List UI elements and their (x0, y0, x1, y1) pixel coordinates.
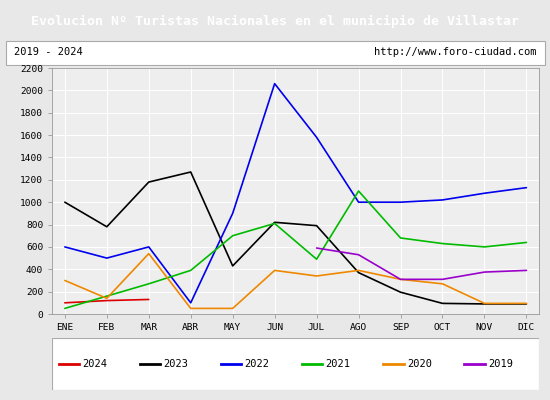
Text: 2019 - 2024: 2019 - 2024 (14, 48, 82, 58)
Text: 2019: 2019 (488, 359, 513, 369)
FancyBboxPatch shape (52, 338, 539, 390)
Text: 2024: 2024 (82, 359, 107, 369)
Text: 2023: 2023 (163, 359, 189, 369)
Text: Evolucion Nº Turistas Nacionales en el municipio de Villastar: Evolucion Nº Turistas Nacionales en el m… (31, 14, 519, 28)
FancyBboxPatch shape (6, 41, 544, 65)
Text: 2021: 2021 (326, 359, 351, 369)
Text: http://www.foro-ciudad.com: http://www.foro-ciudad.com (374, 48, 536, 58)
Text: 2020: 2020 (407, 359, 432, 369)
Text: 2022: 2022 (245, 359, 270, 369)
